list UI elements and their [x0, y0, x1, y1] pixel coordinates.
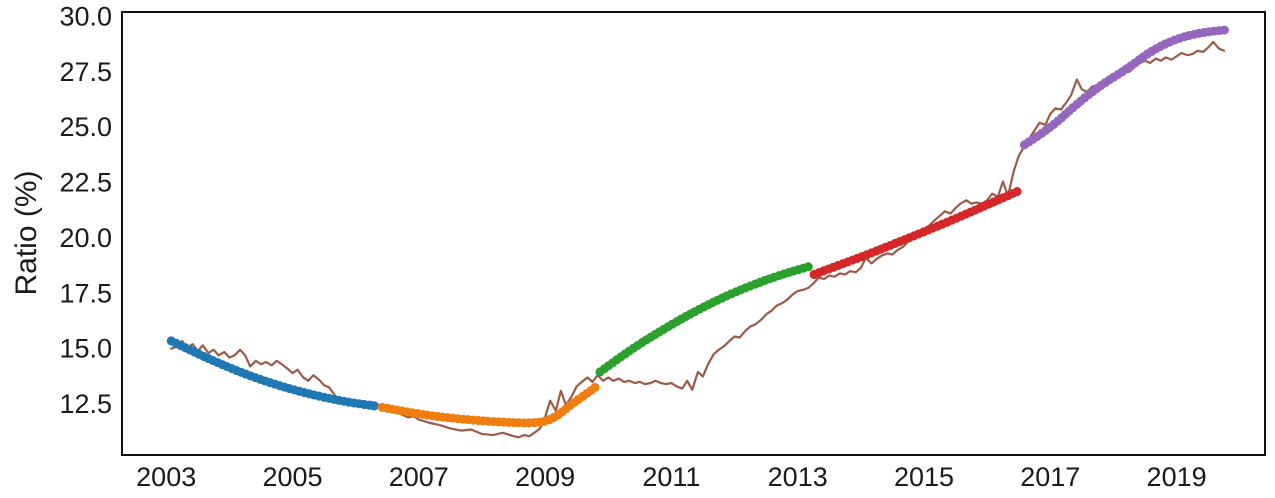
y-tick-label: 17.5	[59, 278, 112, 308]
series-trend-segment-2009-2013	[595, 262, 813, 377]
x-axis-tick-labels: 2003 2005 2007 2009 2011 2013 2015 2017 2019	[136, 462, 1206, 492]
y-tick-label: 20.0	[59, 223, 112, 253]
y-tick-label: 12.5	[59, 389, 112, 419]
data-series-group	[166, 25, 1233, 439]
x-tick-label: 2005	[262, 462, 322, 492]
x-tick-label: 2007	[389, 462, 449, 492]
series-trend-segment-2013-2016	[809, 185, 1025, 279]
series-trend-segment-2003-2006	[166, 336, 382, 411]
y-tick-label: 30.0	[59, 1, 112, 31]
y-tick-label: 27.5	[59, 57, 112, 87]
series-trend-segment-2006-2009	[377, 382, 600, 428]
x-tick-label: 2003	[136, 462, 196, 492]
y-axis-tick-labels: 30.0 27.5 25.0 22.5 20.0 17.5 15.0 12.5	[59, 1, 112, 419]
x-tick-label: 2015	[894, 462, 954, 492]
x-tick-label: 2011	[642, 462, 700, 492]
y-tick-label: 15.0	[59, 334, 112, 364]
x-tick-label: 2013	[768, 462, 828, 492]
x-tick-label: 2009	[515, 462, 575, 492]
series-trend-segment-2016-2019	[1019, 25, 1233, 150]
series-raw-monthly-ratio	[170, 40, 1226, 439]
y-tick-label: 22.5	[59, 168, 112, 198]
x-tick-label: 2017	[1020, 462, 1080, 492]
y-axis-title: Ratio (%)	[10, 170, 43, 295]
x-tick-label: 2019	[1147, 462, 1207, 492]
plot-border	[121, 11, 1266, 456]
y-tick-label: 25.0	[59, 112, 112, 142]
